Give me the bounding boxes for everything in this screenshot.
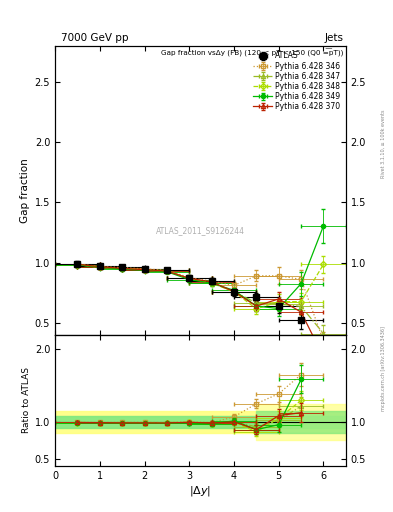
Bar bbox=[55, 411, 346, 433]
Legend: ATLAS, Pythia 6.428 346, Pythia 6.428 347, Pythia 6.428 348, Pythia 6.428 349, P: ATLAS, Pythia 6.428 346, Pythia 6.428 34… bbox=[252, 50, 342, 113]
Text: ATLAS_2011_S9126244: ATLAS_2011_S9126244 bbox=[156, 226, 245, 236]
Y-axis label: Gap fraction: Gap fraction bbox=[20, 158, 31, 223]
Text: Gap fraction vsΔy (FB) (120 < pT < 150 (Q0 =͞pT)): Gap fraction vsΔy (FB) (120 < pT < 150 (… bbox=[161, 49, 343, 57]
Bar bbox=[55, 416, 346, 428]
X-axis label: $|\Delta y|$: $|\Delta y|$ bbox=[189, 483, 211, 498]
Text: mcplots.cern.ch [arXiv:1306.3436]: mcplots.cern.ch [arXiv:1306.3436] bbox=[381, 326, 386, 411]
Text: 7000 GeV pp: 7000 GeV pp bbox=[61, 33, 129, 44]
Text: Jets: Jets bbox=[325, 33, 344, 44]
Y-axis label: Ratio to ATLAS: Ratio to ATLAS bbox=[22, 367, 31, 433]
Text: Rivet 3.1.10, ≥ 100k events: Rivet 3.1.10, ≥ 100k events bbox=[381, 109, 386, 178]
